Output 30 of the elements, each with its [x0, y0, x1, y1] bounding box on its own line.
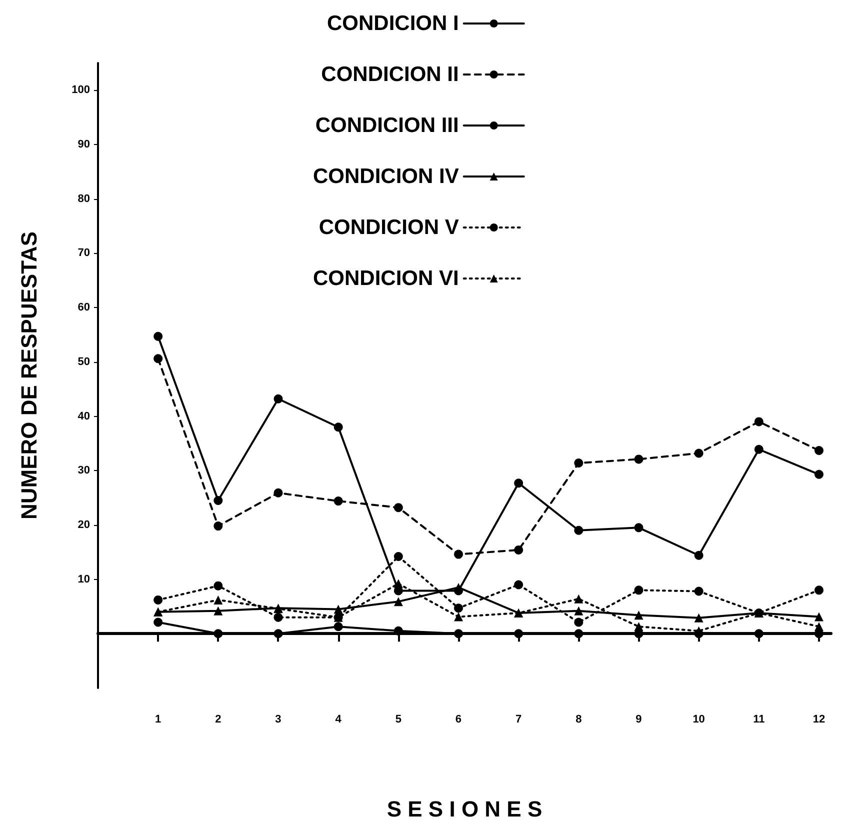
y-tick-label: 60: [78, 302, 90, 314]
y-tick-label: 40: [78, 410, 90, 422]
y-tick-label: 30: [78, 464, 90, 477]
x-tick-label: 4: [335, 714, 342, 726]
x-tick-label: 6: [455, 714, 462, 726]
x-tick-label: 10: [692, 714, 705, 726]
x-tick-label: 3: [275, 714, 282, 726]
y-tick-label: 90: [78, 138, 90, 151]
y-tick-label: 50: [78, 356, 90, 368]
x-tick-label: 11: [753, 714, 765, 726]
legend-label: CONDICION II: [321, 63, 459, 86]
legend-label: CONDICION VI: [313, 267, 459, 290]
y-axis-title: NUMERO DE RESPUESTAS: [16, 231, 42, 520]
legend-label: CONDICION IV: [313, 165, 459, 188]
x-axis-title: S E S I O N E S: [386, 796, 542, 822]
x-tick-label: 12: [812, 714, 826, 726]
x-tick-label: 7: [516, 714, 522, 726]
legend-label: CONDICION III: [315, 114, 459, 137]
y-tick-label: 80: [78, 192, 90, 205]
y-tick-label: 70: [78, 247, 90, 260]
x-tick-label: 2: [215, 714, 222, 726]
y-tick-label: 100: [72, 84, 90, 96]
legend-label: CONDICION V: [318, 216, 459, 239]
x-tick-label: 9: [636, 714, 642, 726]
x-tick-label: 8: [576, 714, 582, 726]
legend-label: CONDICION I: [327, 12, 459, 35]
y-tick-label: 10: [78, 573, 90, 586]
x-tick-label: 1: [155, 714, 162, 726]
x-tick-label: 5: [395, 714, 402, 726]
y-tick-label: 20: [78, 518, 90, 531]
